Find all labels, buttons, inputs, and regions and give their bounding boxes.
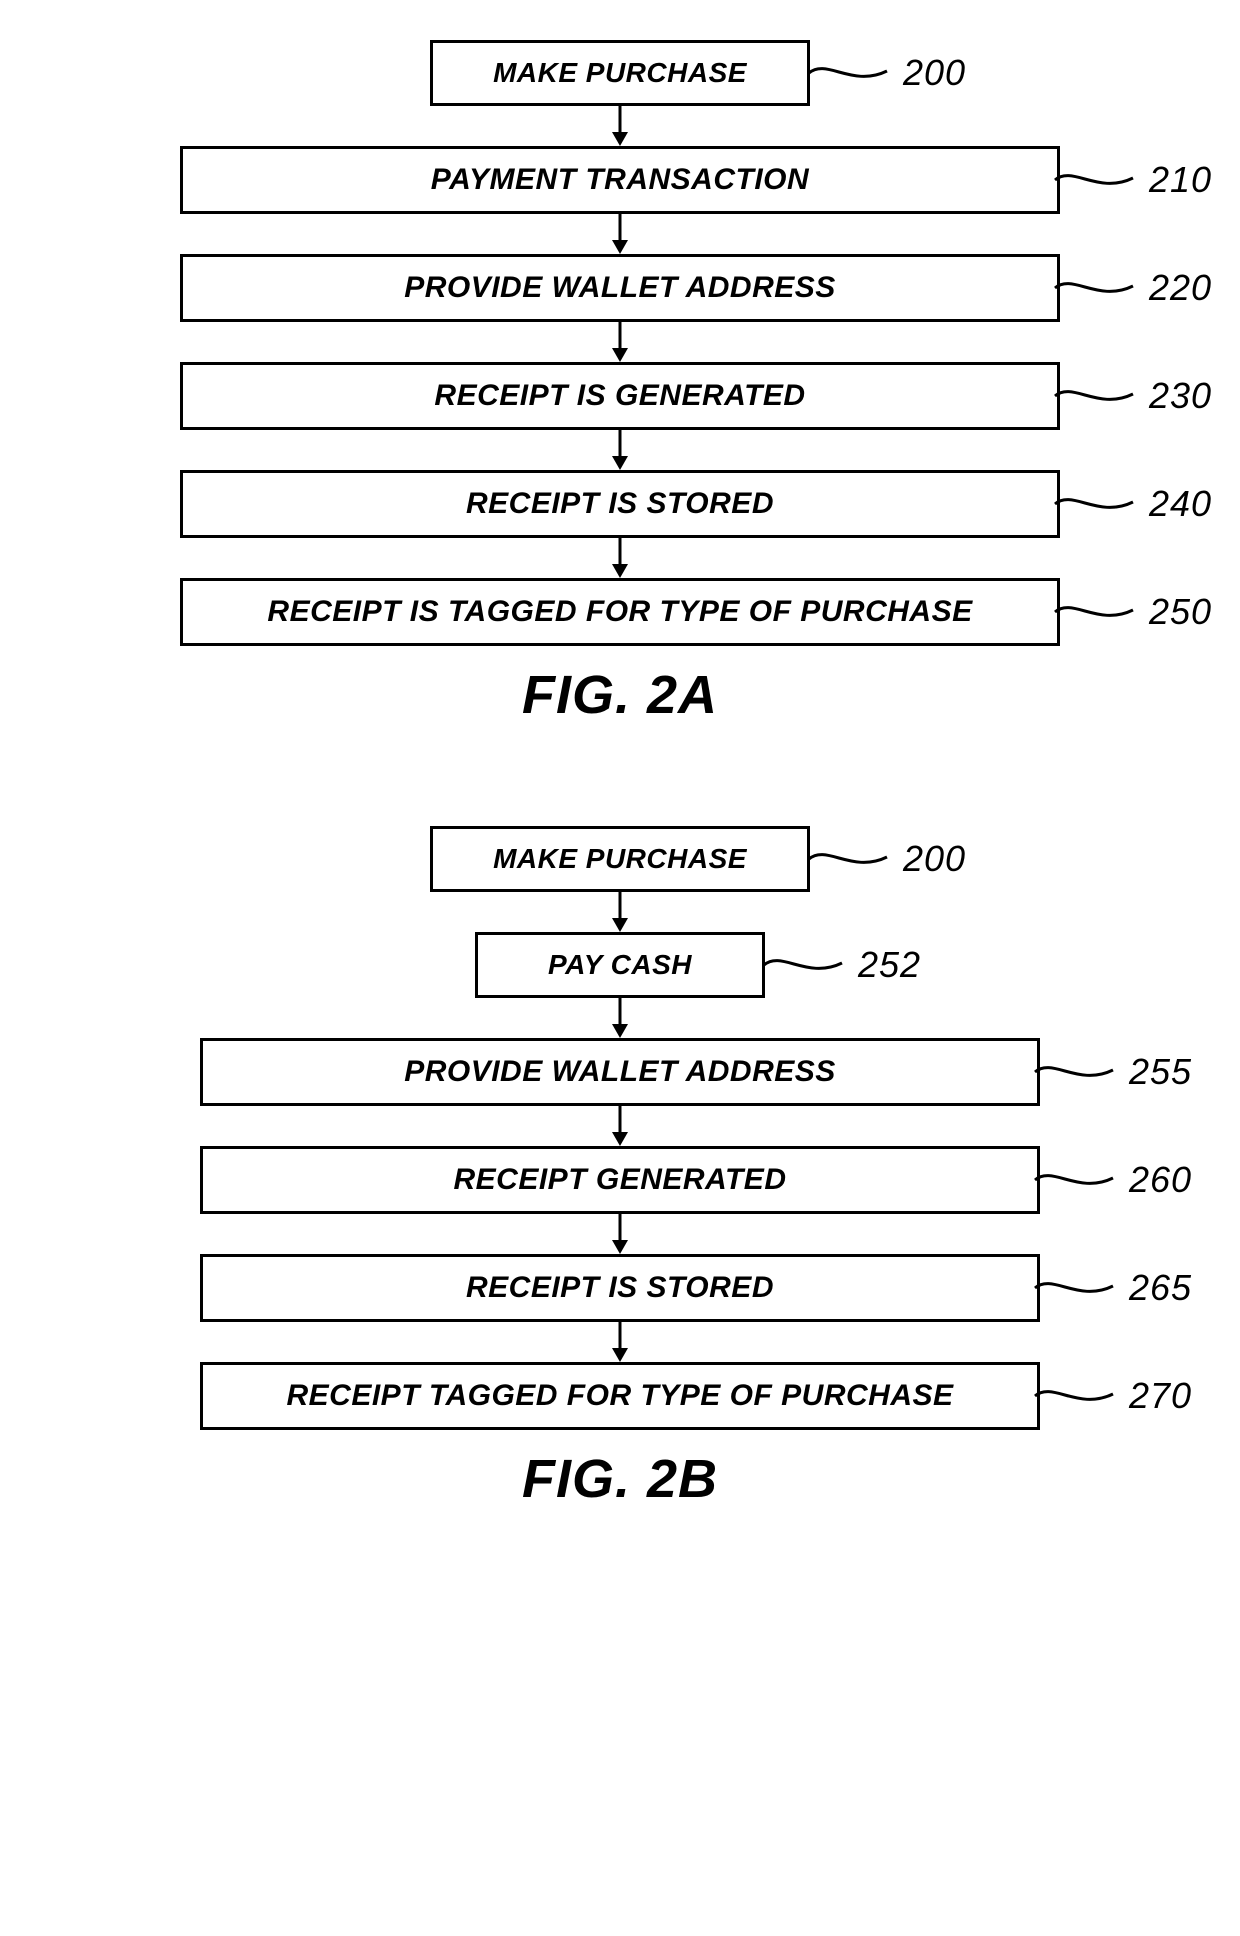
ref-number: 250 [1149, 591, 1212, 633]
ref-number: 240 [1149, 483, 1212, 525]
arrow-down-icon [605, 1214, 635, 1254]
ref-callout: 270 [1033, 1375, 1192, 1417]
step-provide-wallet-address: PROVIDE WALLET ADDRESS 255 [200, 1038, 1040, 1106]
ref-callout: 240 [1053, 483, 1212, 525]
arrow-down-icon [605, 106, 635, 146]
step-make-purchase: MAKE PURCHASE 200 [430, 826, 810, 892]
ref-callout: 200 [807, 52, 966, 94]
step-row: RECEIPT GENERATED 260 [0, 1146, 1240, 1214]
step-receipt-stored: RECEIPT IS STORED 265 [200, 1254, 1040, 1322]
callout-line-icon [807, 839, 897, 879]
ref-number: 200 [903, 52, 966, 94]
callout-line-icon [1033, 1376, 1123, 1416]
step-make-purchase: MAKE PURCHASE 200 [430, 40, 810, 106]
step-row: RECEIPT TAGGED FOR TYPE OF PURCHASE 270 [0, 1362, 1240, 1430]
ref-number: 230 [1149, 375, 1212, 417]
step-label: MAKE PURCHASE [493, 843, 747, 874]
step-label: PROVIDE WALLET ADDRESS [404, 1055, 836, 1088]
ref-number: 200 [903, 838, 966, 880]
callout-line-icon [807, 53, 897, 93]
step-row: PROVIDE WALLET ADDRESS 220 [0, 254, 1240, 322]
step-receipt-generated: RECEIPT GENERATED 260 [200, 1146, 1040, 1214]
step-row: RECEIPT IS STORED 240 [0, 470, 1240, 538]
ref-number: 220 [1149, 267, 1212, 309]
callout-line-icon [1053, 160, 1143, 200]
callout-line-icon [1033, 1052, 1123, 1092]
figure-caption: FIG. 2A [0, 664, 1240, 726]
step-label: RECEIPT TAGGED FOR TYPE OF PURCHASE [287, 1379, 954, 1412]
callout-line-icon [1053, 592, 1143, 632]
callout-line-icon [1053, 376, 1143, 416]
callout-line-icon [1033, 1160, 1123, 1200]
step-receipt-generated: RECEIPT IS GENERATED 230 [180, 362, 1060, 430]
ref-callout: 200 [807, 838, 966, 880]
step-label: RECEIPT IS STORED [466, 487, 774, 520]
arrow-down-icon [605, 538, 635, 578]
step-row: PAYMENT TRANSACTION 210 [0, 146, 1240, 214]
step-receipt-tagged: RECEIPT IS TAGGED FOR TYPE OF PURCHASE 2… [180, 578, 1060, 646]
ref-callout: 210 [1053, 159, 1212, 201]
ref-callout: 265 [1033, 1267, 1192, 1309]
step-receipt-stored: RECEIPT IS STORED 240 [180, 470, 1060, 538]
callout-line-icon [1053, 484, 1143, 524]
ref-number: 270 [1129, 1375, 1192, 1417]
step-receipt-tagged: RECEIPT TAGGED FOR TYPE OF PURCHASE 270 [200, 1362, 1040, 1430]
step-row: MAKE PURCHASE 200 [0, 826, 1240, 892]
arrow-down-icon [605, 214, 635, 254]
step-label: PAY CASH [548, 949, 692, 980]
arrow-down-icon [605, 322, 635, 362]
step-label: PROVIDE WALLET ADDRESS [404, 271, 836, 304]
step-row: PROVIDE WALLET ADDRESS 255 [0, 1038, 1240, 1106]
step-label: MAKE PURCHASE [493, 57, 747, 88]
step-payment-transaction: PAYMENT TRANSACTION 210 [180, 146, 1060, 214]
step-label: RECEIPT IS STORED [466, 1271, 774, 1304]
ref-callout: 252 [762, 944, 921, 986]
ref-number: 255 [1129, 1051, 1192, 1093]
ref-number: 265 [1129, 1267, 1192, 1309]
step-provide-wallet-address: PROVIDE WALLET ADDRESS 220 [180, 254, 1060, 322]
arrow-down-icon [605, 430, 635, 470]
ref-callout: 250 [1053, 591, 1212, 633]
step-row: RECEIPT IS TAGGED FOR TYPE OF PURCHASE 2… [0, 578, 1240, 646]
ref-callout: 230 [1053, 375, 1212, 417]
step-pay-cash: PAY CASH 252 [475, 932, 765, 998]
ref-number: 252 [858, 944, 921, 986]
arrow-down-icon [605, 892, 635, 932]
arrow-down-icon [605, 1322, 635, 1362]
ref-callout: 255 [1033, 1051, 1192, 1093]
step-label: RECEIPT IS GENERATED [434, 379, 805, 412]
step-label: RECEIPT IS TAGGED FOR TYPE OF PURCHASE [267, 595, 972, 628]
step-label: PAYMENT TRANSACTION [431, 163, 809, 196]
step-label: RECEIPT GENERATED [454, 1163, 787, 1196]
arrow-down-icon [605, 998, 635, 1038]
step-row: RECEIPT IS STORED 265 [0, 1254, 1240, 1322]
flow-column-a: MAKE PURCHASE 200 PAYMENT TRANSACTION 21 [0, 40, 1240, 646]
flow-column-b: MAKE PURCHASE 200 PAY CASH 252 [0, 826, 1240, 1430]
step-row: RECEIPT IS GENERATED 230 [0, 362, 1240, 430]
figure-caption: FIG. 2B [0, 1448, 1240, 1510]
figure-2a: MAKE PURCHASE 200 PAYMENT TRANSACTION 21 [0, 40, 1240, 726]
ref-number: 260 [1129, 1159, 1192, 1201]
ref-number: 210 [1149, 159, 1212, 201]
ref-callout: 260 [1033, 1159, 1192, 1201]
ref-callout: 220 [1053, 267, 1212, 309]
arrow-down-icon [605, 1106, 635, 1146]
callout-line-icon [1033, 1268, 1123, 1308]
step-row: MAKE PURCHASE 200 [0, 40, 1240, 106]
figure-2b: MAKE PURCHASE 200 PAY CASH 252 [0, 826, 1240, 1510]
callout-line-icon [1053, 268, 1143, 308]
step-row: PAY CASH 252 [0, 932, 1240, 998]
callout-line-icon [762, 945, 852, 985]
